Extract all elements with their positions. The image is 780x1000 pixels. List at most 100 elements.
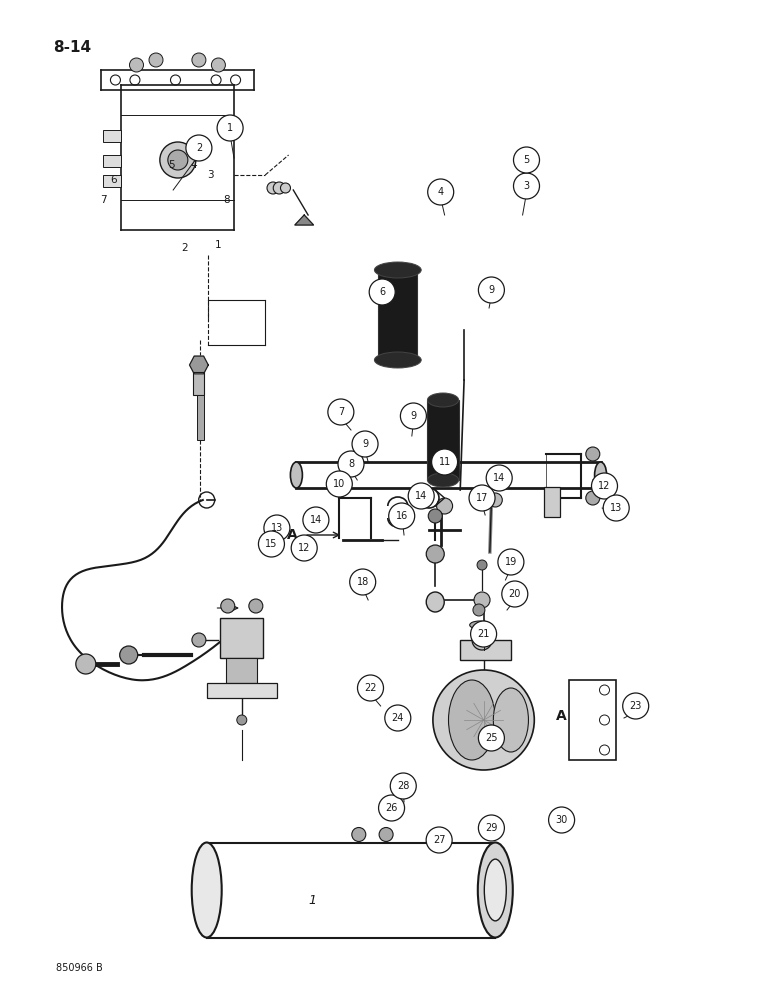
Text: 5: 5 [523,155,530,165]
Text: 12: 12 [298,543,310,553]
Text: 21: 21 [477,629,490,639]
Circle shape [221,599,235,613]
Text: 6: 6 [110,175,116,185]
Circle shape [474,592,490,608]
Circle shape [357,675,384,701]
Text: 23: 23 [629,701,642,711]
Text: 27: 27 [433,835,445,845]
Bar [103,155,121,167]
Circle shape [470,621,497,647]
Polygon shape [190,356,208,374]
Circle shape [473,604,485,616]
Text: 25: 25 [485,733,498,743]
Circle shape [267,182,279,194]
Text: 1: 1 [227,123,233,133]
Circle shape [160,142,196,178]
Text: 24: 24 [392,713,404,723]
Text: 18: 18 [356,577,369,587]
Text: 1: 1 [215,240,222,250]
Circle shape [548,807,575,833]
Circle shape [192,53,206,67]
Circle shape [426,545,445,563]
Ellipse shape [470,621,490,629]
Circle shape [427,179,454,205]
Circle shape [192,633,206,647]
Circle shape [186,135,212,161]
Circle shape [603,495,629,521]
Circle shape [129,58,144,72]
Ellipse shape [594,462,607,488]
Text: 13: 13 [271,523,283,533]
Circle shape [264,515,290,541]
Circle shape [303,507,329,533]
Text: 20: 20 [509,589,521,599]
Ellipse shape [427,473,459,487]
Text: 14: 14 [310,515,322,525]
Bar [378,270,417,360]
Bar [544,487,560,517]
Circle shape [431,449,458,475]
Text: 8: 8 [348,459,354,469]
Text: 9: 9 [488,285,495,295]
Text: A: A [287,528,298,542]
Circle shape [217,115,243,141]
Ellipse shape [433,670,534,770]
Text: 7: 7 [100,195,106,205]
Circle shape [408,483,434,509]
Circle shape [498,549,524,575]
Circle shape [388,503,415,529]
Circle shape [338,451,364,477]
Circle shape [502,581,528,607]
Text: 17: 17 [476,493,488,503]
Ellipse shape [494,688,529,752]
Text: 22: 22 [364,683,377,693]
Text: 11: 11 [438,457,451,467]
Bar [207,683,277,698]
Ellipse shape [427,393,459,407]
Circle shape [586,447,600,461]
Ellipse shape [478,842,512,938]
Text: 14: 14 [493,473,505,483]
Text: 6: 6 [379,287,385,297]
Text: 13: 13 [610,503,622,513]
Text: A: A [556,709,567,723]
Circle shape [378,795,405,821]
Circle shape [328,399,354,425]
Bar [103,130,121,142]
Circle shape [390,773,417,799]
Circle shape [258,531,285,557]
Circle shape [469,485,495,511]
Ellipse shape [192,842,222,938]
Text: 3: 3 [523,181,530,191]
Circle shape [428,509,442,523]
Circle shape [291,535,317,561]
Circle shape [379,828,393,842]
Ellipse shape [448,680,495,760]
Circle shape [488,493,502,507]
Text: 30: 30 [555,815,568,825]
Text: 8: 8 [223,195,229,205]
Text: 26: 26 [385,803,398,813]
Circle shape [211,58,225,72]
Ellipse shape [374,262,421,278]
Circle shape [400,403,427,429]
Circle shape [437,498,452,514]
Text: 19: 19 [505,557,517,567]
Bar [103,175,121,187]
Circle shape [513,147,540,173]
Circle shape [472,630,492,650]
Text: 9: 9 [410,411,417,421]
Text: 14: 14 [415,491,427,501]
Circle shape [385,705,411,731]
Text: 4: 4 [438,187,444,197]
Text: 7: 7 [338,407,344,417]
Circle shape [478,815,505,841]
Text: 15: 15 [265,539,278,549]
Text: 8-14: 8-14 [53,40,91,55]
Ellipse shape [374,352,421,368]
Text: 2: 2 [182,243,188,253]
Circle shape [586,491,600,505]
Circle shape [352,828,366,842]
Ellipse shape [290,462,303,488]
Circle shape [168,150,188,170]
